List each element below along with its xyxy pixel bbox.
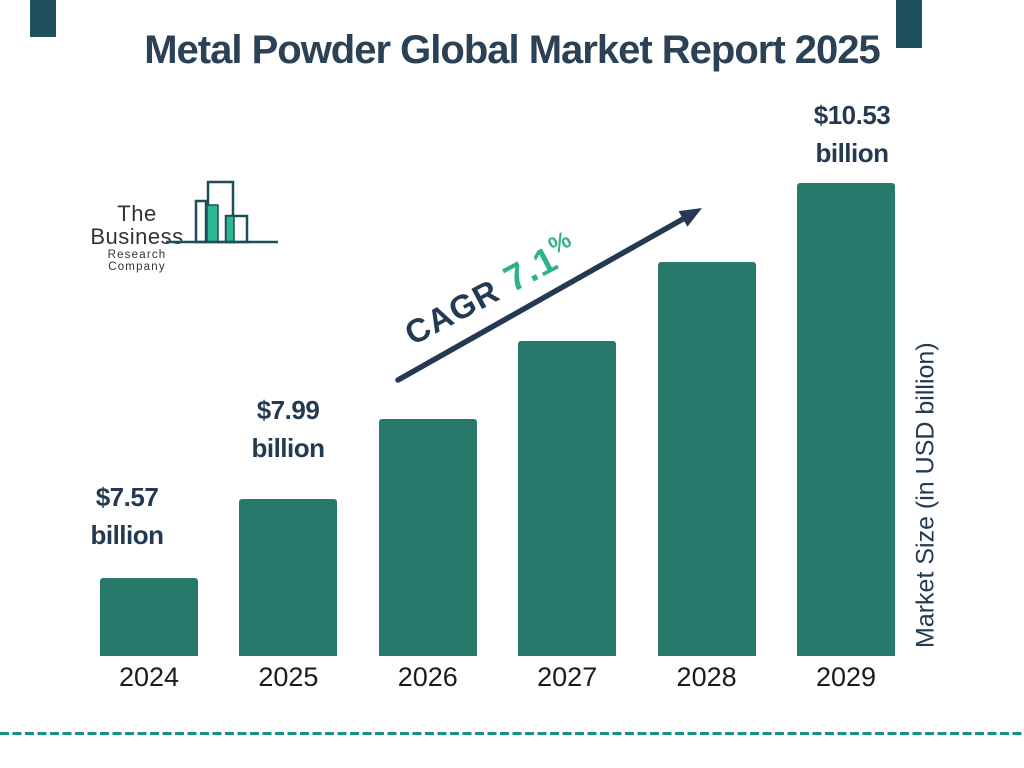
- x-tick-2025: 2025: [258, 662, 319, 692]
- x-tick-2029: 2029: [815, 662, 877, 692]
- value-label-2029: $10.53 billion: [813, 100, 891, 168]
- bar-2028: [657, 262, 756, 656]
- corner-accent-right: [896, 0, 922, 48]
- bar-2029: [797, 183, 895, 656]
- x-tick-2026: 2026: [397, 662, 458, 692]
- brand-logo-text: The Business Research Company: [78, 202, 196, 273]
- logo-line2: Research Company: [107, 249, 167, 274]
- logo-line1: The Business: [90, 201, 184, 250]
- brand-logo: The Business Research Company: [78, 178, 288, 273]
- bar-2026: [378, 419, 477, 656]
- value-label-2024: $7.57 billion: [90, 482, 164, 550]
- bar-2025: [239, 499, 338, 656]
- page-title: Metal Powder Global Market Report 2025: [144, 28, 881, 72]
- y-axis-title: Market Size (in USD billion): [911, 342, 940, 648]
- growth-arrow-icon: [395, 208, 702, 383]
- bar-2027: [518, 341, 617, 656]
- logo-bars-icon: [166, 180, 278, 244]
- corner-accent-left: [30, 0, 56, 37]
- bottom-dashed-divider: [0, 732, 1024, 735]
- value-label-2025: $7.99 billion: [251, 395, 325, 463]
- x-tick-2028: 2028: [676, 662, 737, 692]
- x-tick-2027: 2027: [537, 662, 598, 692]
- x-tick-2024: 2024: [118, 662, 180, 692]
- bar-2024: [100, 578, 198, 656]
